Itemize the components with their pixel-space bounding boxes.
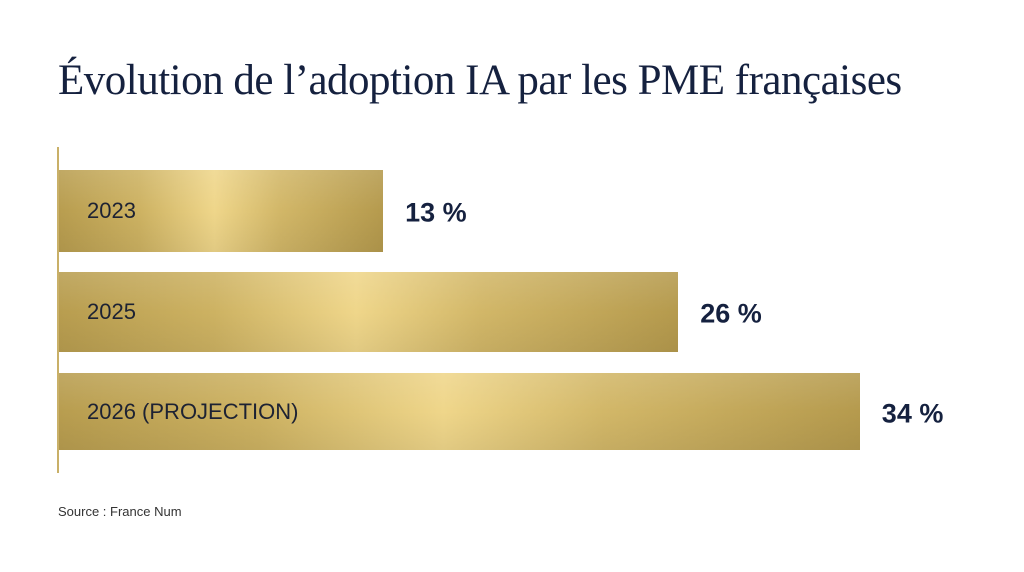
bar-0: 2023 [59, 170, 384, 252]
bar-2: 2026 (PROJECTION) [59, 373, 860, 450]
value-label: 34 % [881, 398, 944, 428]
bar-1: 2025 [59, 272, 679, 352]
value-label: 13 % [405, 197, 467, 228]
category-label: 2025 [87, 299, 136, 324]
category-label: 2026 (PROJECTION) [87, 398, 299, 424]
category-label: 2023 [87, 198, 136, 223]
source-note: Source : France Num [58, 504, 182, 519]
y-axis-line [57, 147, 59, 473]
chart-title: Évolution de l’adoption IA par les PME f… [58, 57, 902, 104]
value-label: 26 % [700, 298, 762, 329]
